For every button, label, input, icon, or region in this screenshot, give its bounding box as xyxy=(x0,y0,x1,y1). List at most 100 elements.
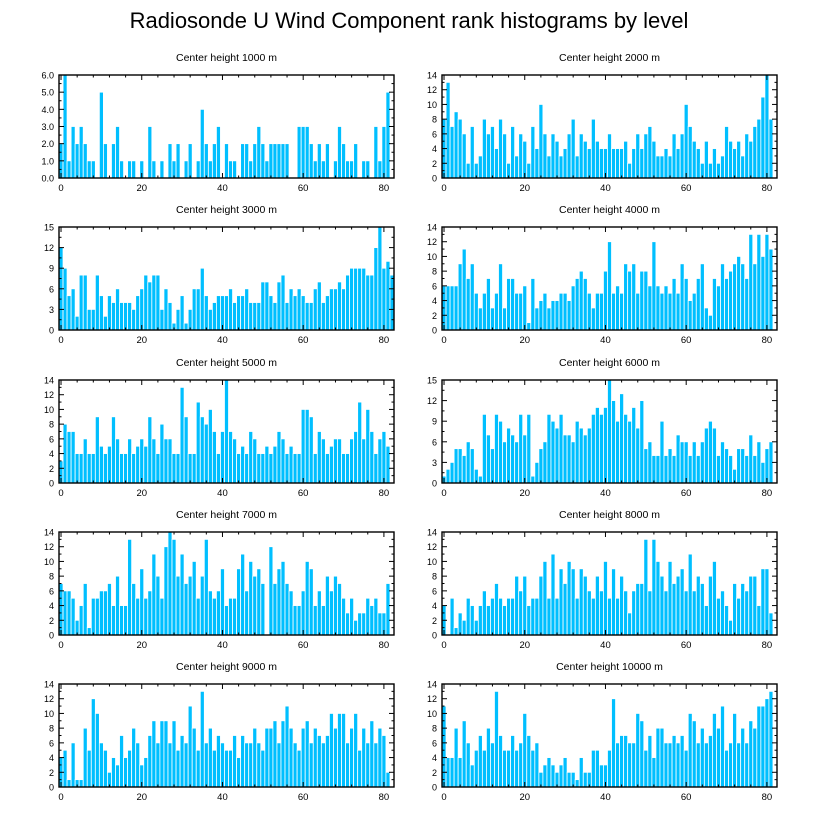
y-tick-label: 12 xyxy=(44,390,54,400)
y-tick-label: 15 xyxy=(427,376,437,386)
histogram-bar xyxy=(534,461,540,484)
histogram-bar xyxy=(550,420,556,484)
histogram-bar xyxy=(66,295,72,331)
histogram-bar xyxy=(244,742,250,788)
histogram-bar xyxy=(469,764,475,788)
histogram-bar xyxy=(280,438,286,484)
histogram-bar xyxy=(699,727,705,788)
histogram-bar xyxy=(296,749,302,788)
histogram-bar xyxy=(691,441,697,484)
histogram-bar xyxy=(232,160,237,179)
histogram-bar xyxy=(155,742,161,788)
histogram-bar xyxy=(304,720,310,788)
histogram-bar xyxy=(78,779,84,788)
y-tick-label: 8 xyxy=(432,724,437,734)
histogram-bar xyxy=(131,160,137,179)
histogram-bar xyxy=(324,143,330,179)
y-tick-label: 4 xyxy=(49,449,54,459)
histogram-bar xyxy=(228,597,233,636)
histogram-bar xyxy=(272,143,278,179)
histogram-bar xyxy=(236,295,242,331)
histogram-bar xyxy=(707,162,713,179)
histogram-bar xyxy=(562,148,568,179)
histogram-bar xyxy=(695,575,701,636)
histogram-bar xyxy=(732,713,738,788)
histogram-bar xyxy=(70,742,76,788)
histogram-bar xyxy=(631,407,637,484)
x-tick-label: 0 xyxy=(58,792,63,803)
histogram-bar xyxy=(240,445,246,484)
histogram-bar xyxy=(514,575,520,636)
histogram-bar xyxy=(554,597,560,636)
histogram-bar xyxy=(494,583,499,636)
histogram-bar xyxy=(457,757,463,788)
histogram-bar xyxy=(651,455,657,484)
histogram-bar xyxy=(361,727,367,788)
histogram-bar xyxy=(264,160,270,179)
histogram-bar xyxy=(345,453,351,484)
x-tick-label: 80 xyxy=(379,488,390,499)
histogram-bar xyxy=(268,143,274,179)
histogram-bar xyxy=(248,742,254,788)
histogram-bar xyxy=(518,133,524,179)
histogram-bar xyxy=(292,453,298,484)
histogram-bar xyxy=(111,302,116,331)
histogram-bar xyxy=(703,307,709,331)
histogram-bar xyxy=(530,278,536,331)
histogram-bar xyxy=(107,445,112,484)
y-tick-label: 0 xyxy=(432,631,437,641)
histogram-bar xyxy=(566,300,572,331)
histogram-bar xyxy=(594,140,600,179)
histogram-bar xyxy=(167,438,173,484)
y-tick-label: 1.0 xyxy=(41,156,54,166)
histogram-bar xyxy=(183,583,189,636)
histogram-bar xyxy=(220,742,225,788)
histogram-bar xyxy=(485,727,491,788)
histogram-bar xyxy=(566,133,572,179)
histogram-bar xyxy=(115,126,120,179)
histogram-bar xyxy=(724,605,729,636)
histogram-bar xyxy=(498,263,503,331)
histogram-bar xyxy=(611,698,616,788)
histogram-bar xyxy=(490,126,495,179)
histogram-bar xyxy=(187,308,193,331)
histogram-bar xyxy=(744,133,750,179)
histogram-bar xyxy=(236,757,242,788)
histogram-bar xyxy=(490,448,495,484)
histogram-bar xyxy=(308,742,314,788)
histogram-bar xyxy=(675,148,681,179)
histogram-bar xyxy=(578,270,584,331)
y-tick-label: 0.0 xyxy=(41,174,54,184)
histogram-bar xyxy=(485,133,491,179)
histogram-bar xyxy=(345,742,351,788)
histogram-bar xyxy=(236,568,242,636)
histogram-bar xyxy=(159,308,165,331)
histogram-bar xyxy=(115,575,120,636)
histogram-bar xyxy=(115,288,120,331)
y-tick-label: 14 xyxy=(44,376,54,386)
histogram-bar xyxy=(111,143,116,179)
histogram-bar xyxy=(586,148,592,179)
histogram-bar xyxy=(103,315,108,331)
histogram-bar xyxy=(292,295,298,331)
histogram-bar xyxy=(562,757,568,788)
histogram-bar xyxy=(240,143,246,179)
histogram-bar xyxy=(695,278,701,331)
histogram-bar xyxy=(578,757,584,788)
histogram-bar xyxy=(320,160,326,179)
histogram-bar xyxy=(119,453,124,484)
histogram-bar xyxy=(457,612,463,636)
histogram-bar xyxy=(341,453,346,484)
histogram-bar xyxy=(627,420,633,484)
histogram-bar xyxy=(635,427,641,484)
histogram-bar xyxy=(244,590,250,636)
histogram-bar xyxy=(554,427,560,484)
x-tick-label: 80 xyxy=(762,183,773,194)
histogram-bar xyxy=(280,143,286,179)
histogram-bar xyxy=(461,248,467,331)
histogram-bar xyxy=(211,749,217,788)
histogram-bar xyxy=(179,386,185,484)
histogram-bar xyxy=(679,263,685,331)
histogram-bar xyxy=(272,720,278,788)
histogram-bar xyxy=(365,742,371,788)
